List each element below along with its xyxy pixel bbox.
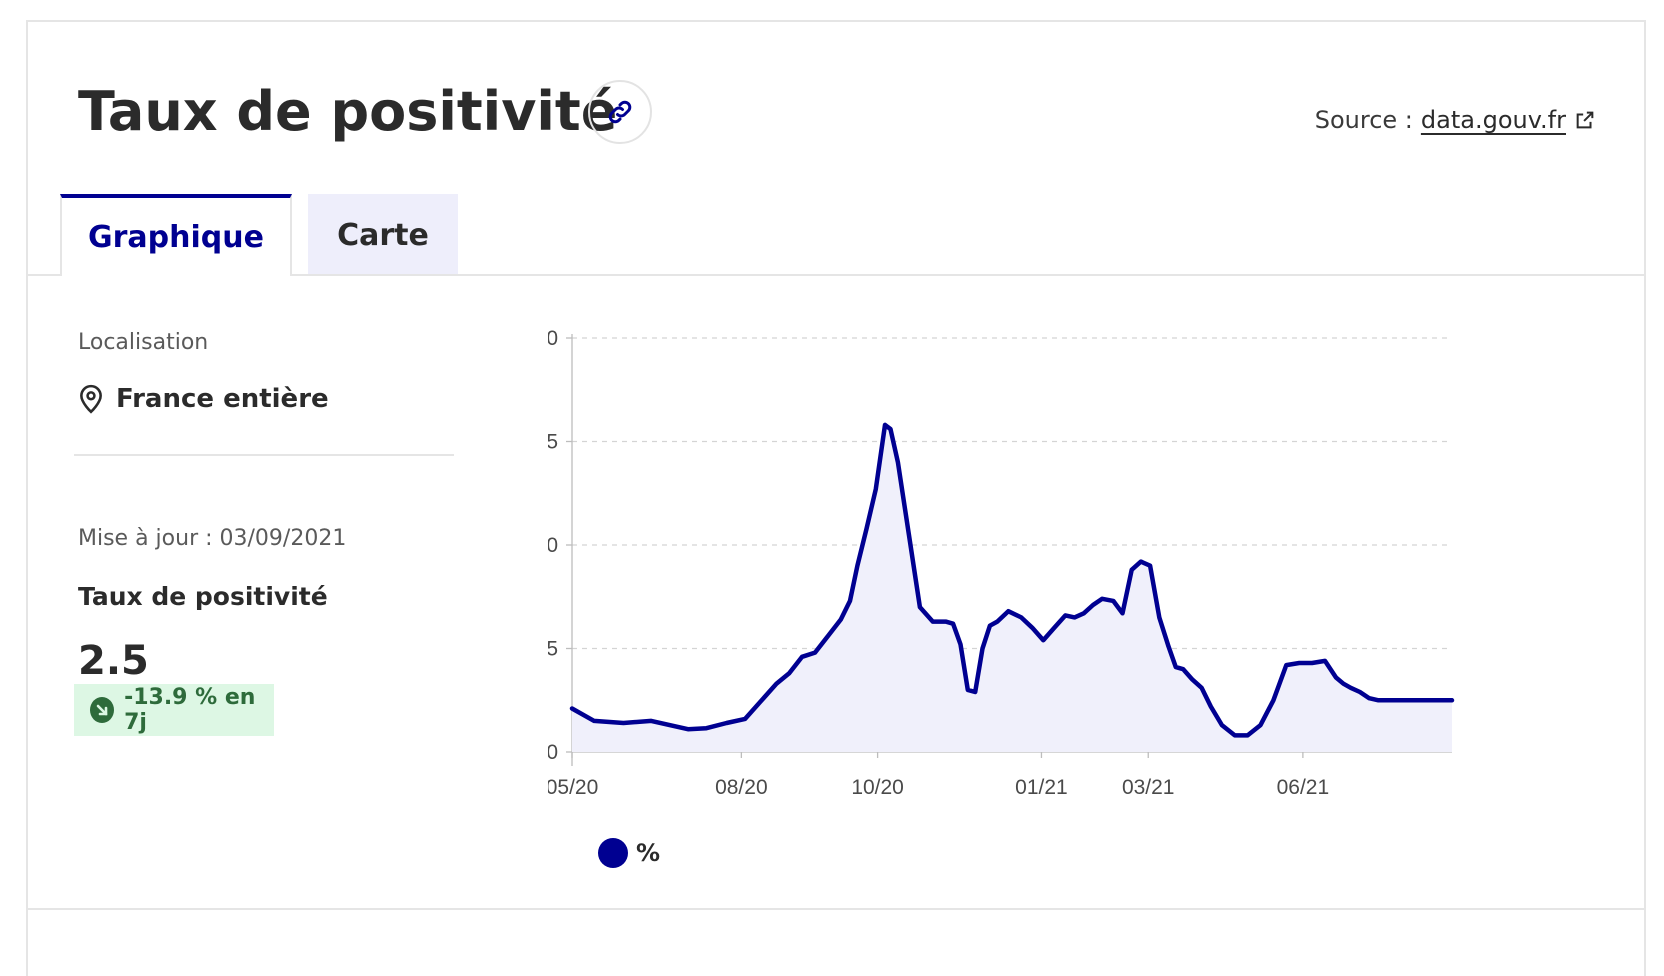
trend-badge: -13.9 % en 7j bbox=[74, 684, 274, 736]
bottom-divider bbox=[28, 908, 1644, 910]
y-tick-label: 0 bbox=[548, 741, 558, 764]
external-link-icon bbox=[1576, 111, 1594, 129]
y-tick-label: 10 bbox=[548, 534, 558, 557]
location-text: France entière bbox=[116, 384, 329, 414]
trend-text: -13.9 % en 7j bbox=[124, 685, 256, 735]
location-value[interactable]: France entière bbox=[78, 384, 329, 414]
metric-label: Taux de positivité bbox=[78, 582, 328, 611]
tab-graphique[interactable]: Graphique bbox=[60, 194, 292, 276]
page-title: Taux de positivité bbox=[78, 80, 618, 143]
legend-label: % bbox=[636, 839, 661, 867]
x-tick-label: 01/21 bbox=[1015, 776, 1068, 799]
x-tick-label: 10/20 bbox=[851, 776, 904, 799]
y-tick-label: 20 bbox=[548, 327, 558, 350]
x-tick-label: 05/20 bbox=[548, 776, 598, 799]
positivity-chart: 0 5 10 15 20 05/20 08/20 10/20 01/21 03/21 06/21 bbox=[548, 327, 1455, 799]
source-info: Source : data.gouv.fr bbox=[1315, 106, 1596, 134]
update-date: Mise à jour : 03/09/2021 bbox=[78, 526, 347, 551]
x-tick-label: 06/21 bbox=[1277, 776, 1330, 799]
y-tick-label: 15 bbox=[548, 431, 558, 454]
copy-link-button[interactable] bbox=[588, 80, 652, 144]
positivity-card: Taux de positivité Source : data.gouv.fr… bbox=[26, 20, 1646, 976]
arrow-down-right-icon bbox=[90, 697, 115, 723]
source-label: Source : bbox=[1314, 106, 1413, 134]
link-icon bbox=[608, 100, 632, 124]
location-label: Localisation bbox=[78, 330, 209, 355]
map-pin-icon bbox=[80, 384, 102, 414]
x-tick-label: 08/20 bbox=[715, 776, 768, 799]
tabs-divider bbox=[28, 274, 1644, 276]
x-tick-label: 03/21 bbox=[1122, 776, 1175, 799]
metric-value: 2.5 bbox=[78, 638, 149, 684]
series-area bbox=[572, 424, 1452, 752]
tab-carte[interactable]: Carte bbox=[308, 194, 458, 276]
sidebar-divider bbox=[74, 454, 454, 456]
y-tick-label: 5 bbox=[548, 638, 558, 661]
source-link[interactable]: data.gouv.fr bbox=[1420, 106, 1566, 134]
chart-legend[interactable]: % bbox=[598, 838, 660, 868]
legend-marker bbox=[598, 838, 628, 868]
